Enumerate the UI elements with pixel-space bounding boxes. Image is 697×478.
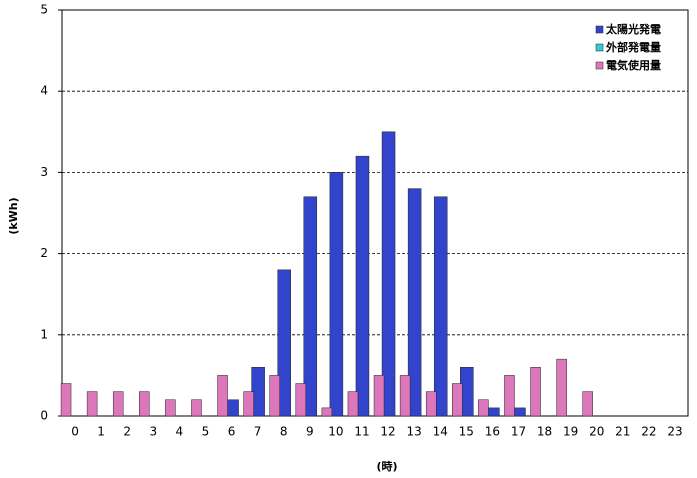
bar — [277, 269, 291, 417]
bar — [530, 367, 541, 417]
bar — [504, 375, 515, 417]
bar — [478, 399, 489, 417]
legend-swatch — [595, 43, 604, 52]
y-tick-label: 3 — [40, 165, 48, 179]
y-axis-label: (kWh) — [7, 197, 20, 234]
bar — [582, 391, 593, 417]
plot-frame — [61, 9, 689, 417]
x-tick-label: 23 — [667, 425, 682, 439]
x-axis-label: (時) — [376, 459, 397, 473]
x-tick-label: 6 — [228, 425, 236, 439]
x-tick-label: 15 — [459, 425, 474, 439]
x-tick-label: 22 — [641, 425, 656, 439]
x-tick-label: 3 — [149, 425, 157, 439]
x-tick-label: 20 — [589, 425, 604, 439]
legend-swatch — [595, 61, 604, 70]
x-tick-label: 21 — [615, 425, 630, 439]
bar — [217, 375, 228, 417]
bar — [433, 196, 448, 417]
bar — [86, 391, 98, 417]
x-tick-label: 12 — [380, 425, 395, 439]
x-tick-label: 2 — [123, 425, 131, 439]
legend-label: 外部発電量 — [605, 40, 661, 54]
x-tick-label: 13 — [406, 425, 421, 439]
bar — [329, 172, 344, 417]
bar — [425, 391, 437, 417]
bar — [407, 188, 422, 417]
y-tick-label: 0 — [40, 409, 48, 423]
bar — [112, 391, 124, 417]
x-tick-label: 1 — [97, 425, 105, 439]
x-tick-label: 0 — [71, 425, 79, 439]
x-tick-label: 18 — [537, 425, 552, 439]
bar — [269, 375, 280, 417]
legend-label: 太陽光発電 — [605, 22, 661, 36]
bar — [556, 358, 567, 417]
x-tick-label: 5 — [202, 425, 210, 439]
bar — [381, 131, 396, 417]
x-tick-label: 4 — [176, 425, 184, 439]
y-tick-label: 2 — [40, 246, 48, 260]
y-tick-label: 4 — [40, 84, 48, 98]
bar — [355, 155, 370, 417]
x-tick-label: 9 — [306, 425, 314, 439]
bar — [165, 399, 176, 417]
y-tick-label: 5 — [40, 3, 48, 17]
x-tick-label: 8 — [280, 425, 288, 439]
bar — [347, 391, 359, 417]
bar — [452, 383, 463, 417]
x-tick-label: 14 — [433, 425, 448, 439]
bar — [243, 391, 254, 417]
x-tick-label: 11 — [354, 425, 369, 439]
x-tick-label: 16 — [485, 425, 500, 439]
legend-label: 電気使用量 — [606, 58, 661, 72]
bar — [303, 196, 318, 417]
bar — [191, 399, 202, 417]
bar — [60, 383, 72, 417]
y-tick-label: 1 — [40, 327, 48, 341]
bar — [139, 391, 150, 417]
x-tick-label: 17 — [511, 425, 526, 439]
bar — [373, 375, 385, 417]
x-tick-label: 10 — [328, 425, 343, 439]
bar — [321, 407, 333, 417]
x-tick-label: 19 — [563, 425, 578, 439]
legend-swatch — [595, 25, 604, 34]
x-tick-label: 7 — [254, 425, 262, 439]
bar — [295, 383, 307, 417]
bar — [399, 375, 411, 417]
